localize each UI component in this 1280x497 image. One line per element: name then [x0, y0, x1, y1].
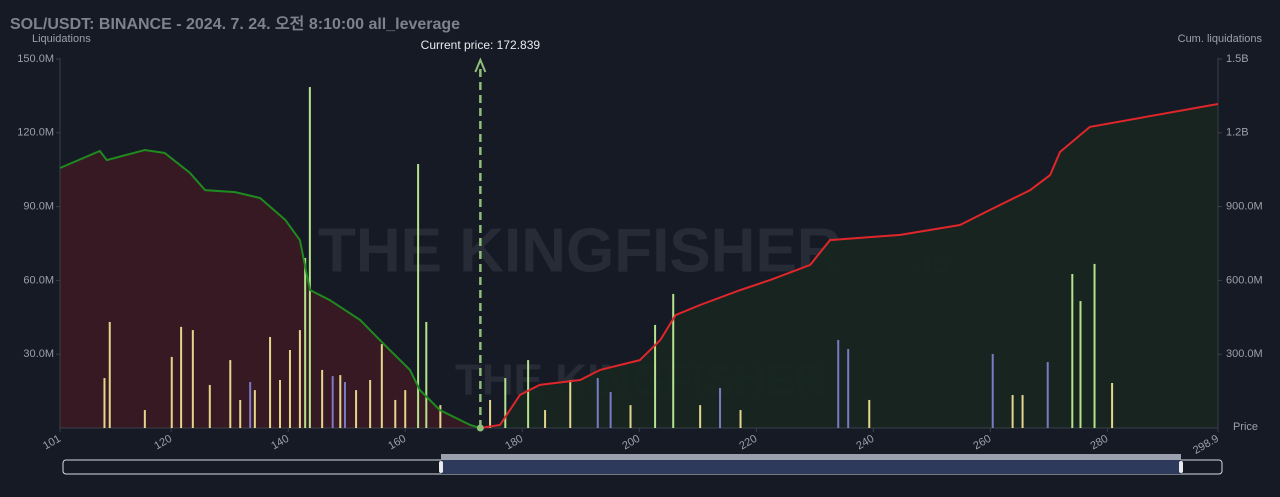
- cumulative-area: [60, 150, 481, 428]
- bar: [629, 405, 632, 428]
- bar: [654, 324, 657, 428]
- bar: [569, 380, 572, 428]
- slider-handle[interactable]: [1179, 461, 1183, 473]
- y-tick-label: 150.0M: [17, 53, 54, 65]
- bar: [1111, 382, 1114, 428]
- bar: [837, 339, 840, 428]
- bar: [1079, 301, 1082, 428]
- bar: [404, 390, 407, 428]
- bar: [191, 330, 194, 428]
- bar: [504, 378, 507, 428]
- bar: [672, 293, 675, 428]
- y-axis-label: Liquidations: [32, 33, 91, 45]
- bar: [355, 390, 358, 428]
- y-tick-label: 60.0M: [23, 274, 54, 286]
- current-price-arrow: [474, 57, 487, 73]
- bar: [719, 387, 722, 428]
- y2-tick-label: 1.2B: [1226, 127, 1249, 139]
- y-tick-label: 90.0M: [23, 201, 54, 213]
- bar: [339, 375, 342, 428]
- current-price-label: Current price: 172.839: [421, 38, 541, 52]
- bar: [699, 405, 702, 428]
- bar: [143, 410, 146, 428]
- bar: [425, 321, 428, 428]
- bar: [103, 378, 106, 428]
- y2-axis-label: Cum. liquidations: [1178, 33, 1263, 45]
- y2-tick-label: 900.0M: [1226, 201, 1263, 213]
- bar: [279, 380, 282, 428]
- cumulative-line: [59, 148, 481, 429]
- bar: [343, 381, 346, 428]
- bar: [331, 376, 334, 428]
- bar: [170, 356, 173, 428]
- bar: [489, 399, 492, 428]
- bar: [208, 384, 211, 428]
- bar: [439, 405, 442, 428]
- bar: [321, 369, 324, 428]
- bar: [609, 392, 612, 428]
- cumulative-area: [480, 104, 1219, 428]
- y2-tick-label: 300.0M: [1226, 348, 1263, 360]
- slider-window[interactable]: [441, 460, 1181, 474]
- slider-top: [441, 454, 1181, 460]
- y2-tick-label: 600.0M: [1226, 274, 1263, 286]
- y-tick-label: 120.0M: [17, 127, 54, 139]
- bar: [596, 378, 599, 428]
- current-price-dot: [476, 424, 484, 432]
- watermark: THE KINGFISHER: [318, 216, 842, 285]
- bar: [1046, 362, 1049, 428]
- bar: [394, 399, 397, 428]
- bar: [229, 360, 232, 428]
- bar: [544, 410, 547, 428]
- bar: [991, 353, 994, 428]
- bar: [249, 381, 252, 428]
- bar: [288, 350, 291, 428]
- scroll-bar[interactable]: [62, 454, 1223, 475]
- bar: [180, 326, 183, 428]
- bar: [380, 344, 383, 428]
- bar: [1021, 395, 1024, 428]
- bar: [1093, 263, 1096, 428]
- y-tick-label: 30.0M: [23, 348, 54, 360]
- cumulative-line: [479, 103, 1219, 429]
- bar: [847, 349, 850, 428]
- bar: [269, 336, 272, 428]
- bar: [527, 360, 530, 428]
- bar: [1071, 274, 1074, 428]
- bar: [369, 380, 372, 428]
- bar: [868, 399, 871, 428]
- bar: [308, 87, 311, 428]
- bar: [739, 410, 742, 428]
- bar: [298, 330, 301, 428]
- bar: [1011, 395, 1014, 428]
- bar: [304, 258, 307, 428]
- bar: [417, 164, 420, 429]
- bar: [253, 390, 256, 428]
- x-axis-label: Price: [1233, 421, 1258, 433]
- chart-title: SOL/USDT: BINANCE - 2024. 7. 24. 오전 8:10…: [10, 15, 460, 33]
- bar: [108, 321, 111, 428]
- slider-handle[interactable]: [439, 461, 443, 473]
- bar: [239, 399, 242, 428]
- y2-tick-label: 1.5B: [1226, 53, 1249, 65]
